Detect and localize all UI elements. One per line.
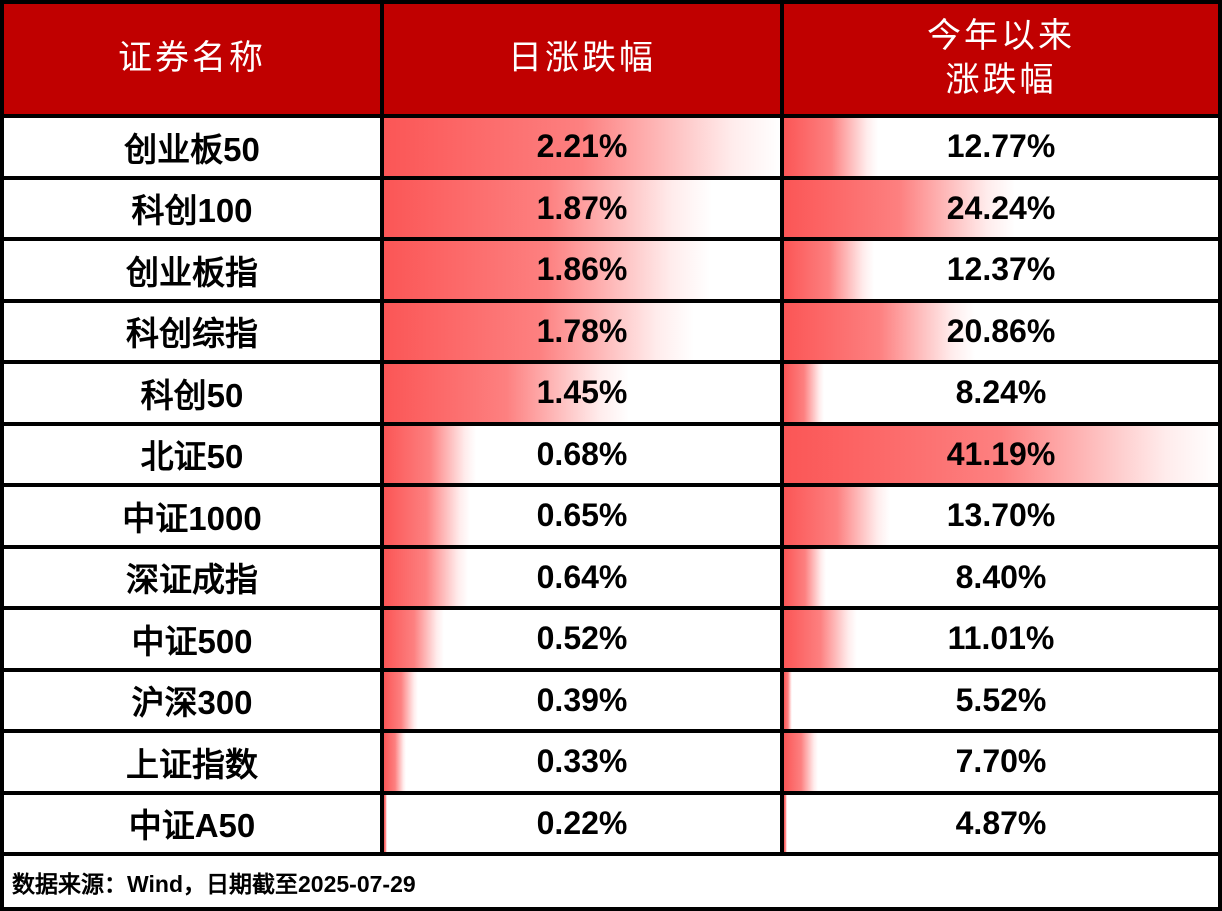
daily-change-value: 0.33%	[536, 743, 628, 780]
daily-change-cell: 0.65%	[384, 487, 780, 545]
ytd-change-databar	[784, 794, 788, 852]
daily-change-databar	[384, 179, 713, 237]
ytd-change-cell: 13.70%	[784, 487, 1218, 545]
daily-change-databar	[384, 364, 629, 422]
daily-change-cell: 0.52%	[384, 610, 780, 668]
security-name: 科创综指	[4, 302, 380, 360]
daily-change-value: 0.39%	[536, 681, 628, 718]
ytd-change-value: 5.52%	[955, 681, 1047, 718]
header-security-name: 证券名称	[4, 4, 380, 114]
header-ytd-change: 今年以来 涨跌幅	[784, 4, 1218, 114]
ytd-change-value: 24.24%	[946, 189, 1056, 226]
ytd-change-cell: 12.37%	[784, 241, 1218, 299]
daily-change-databar	[384, 733, 406, 791]
ytd-change-value: 20.86%	[946, 312, 1056, 349]
daily-change-cell: 1.45%	[384, 364, 780, 422]
daily-change-databar	[384, 241, 711, 299]
ytd-change-value: 7.70%	[955, 743, 1047, 780]
ytd-change-databar	[784, 671, 792, 729]
security-name: 创业板指	[4, 241, 380, 299]
ytd-change-cell: 20.86%	[784, 302, 1218, 360]
ytd-change-cell: 11.01%	[784, 610, 1218, 668]
ytd-change-value: 11.01%	[947, 620, 1055, 657]
ytd-change-databar	[784, 241, 874, 299]
security-name: 科创50	[4, 364, 380, 422]
security-name: 中证A50	[4, 794, 380, 852]
daily-change-value: 0.68%	[536, 435, 628, 472]
ytd-change-cell: 12.77%	[784, 118, 1218, 176]
ytd-change-databar	[784, 302, 976, 360]
security-name: 北证50	[4, 425, 380, 483]
daily-change-value: 0.65%	[536, 497, 628, 534]
daily-change-cell: 1.86%	[384, 241, 780, 299]
ytd-change-databar	[784, 118, 879, 176]
daily-change-cell: 0.64%	[384, 548, 780, 606]
daily-change-value: 1.86%	[536, 251, 628, 288]
daily-change-databar	[384, 302, 695, 360]
security-name: 中证1000	[4, 487, 380, 545]
ytd-change-databar	[784, 610, 858, 668]
ytd-change-value: 12.77%	[946, 128, 1056, 165]
ytd-change-databar	[784, 548, 827, 606]
ytd-change-value: 8.24%	[955, 374, 1047, 411]
header-daily-change: 日涨跌幅	[384, 4, 780, 114]
ytd-change-databar	[784, 179, 1016, 237]
security-name: 沪深300	[4, 671, 380, 729]
daily-change-value: 1.45%	[536, 374, 628, 411]
source-note: 数据来源：Wind，日期截至2025-07-29	[4, 856, 1218, 907]
ytd-change-cell: 24.24%	[784, 179, 1218, 237]
daily-change-cell: 0.39%	[384, 671, 780, 729]
daily-change-cell: 1.78%	[384, 302, 780, 360]
daily-change-value: 0.52%	[536, 620, 628, 657]
daily-change-value: 2.21%	[536, 128, 628, 165]
ytd-change-value: 41.19%	[946, 435, 1056, 472]
security-name: 中证500	[4, 610, 380, 668]
daily-change-databar	[384, 118, 780, 176]
ytd-change-cell: 8.24%	[784, 364, 1218, 422]
daily-change-value: 0.22%	[536, 804, 628, 841]
ytd-change-value: 12.37%	[946, 251, 1056, 288]
daily-change-databar	[384, 794, 388, 852]
daily-change-cell: 2.21%	[384, 118, 780, 176]
daily-change-databar	[384, 425, 476, 483]
ytd-change-cell: 41.19%	[784, 425, 1218, 483]
daily-change-cell: 0.33%	[384, 733, 780, 791]
security-name: 科创100	[4, 179, 380, 237]
daily-change-value: 1.78%	[536, 312, 628, 349]
ytd-change-databar	[784, 487, 890, 545]
daily-change-value: 1.87%	[536, 189, 628, 226]
ytd-change-databar	[784, 733, 818, 791]
daily-change-cell: 0.22%	[384, 794, 780, 852]
ytd-change-value: 8.40%	[955, 558, 1047, 595]
daily-change-databar	[384, 671, 418, 729]
daily-change-databar	[384, 548, 468, 606]
daily-change-cell: 1.87%	[384, 179, 780, 237]
daily-change-value: 0.64%	[536, 558, 628, 595]
ytd-change-databar	[784, 425, 1218, 483]
daily-change-databar	[384, 610, 444, 668]
ytd-change-cell: 5.52%	[784, 671, 1218, 729]
security-name: 上证指数	[4, 733, 380, 791]
security-name: 深证成指	[4, 548, 380, 606]
ytd-change-value: 13.70%	[946, 497, 1056, 534]
ytd-change-cell: 7.70%	[784, 733, 1218, 791]
ytd-change-databar	[784, 364, 825, 422]
ytd-change-value: 4.87%	[955, 804, 1047, 841]
daily-change-cell: 0.68%	[384, 425, 780, 483]
ytd-change-cell: 4.87%	[784, 794, 1218, 852]
ytd-change-cell: 8.40%	[784, 548, 1218, 606]
security-name: 创业板50	[4, 118, 380, 176]
daily-change-databar	[384, 487, 470, 545]
